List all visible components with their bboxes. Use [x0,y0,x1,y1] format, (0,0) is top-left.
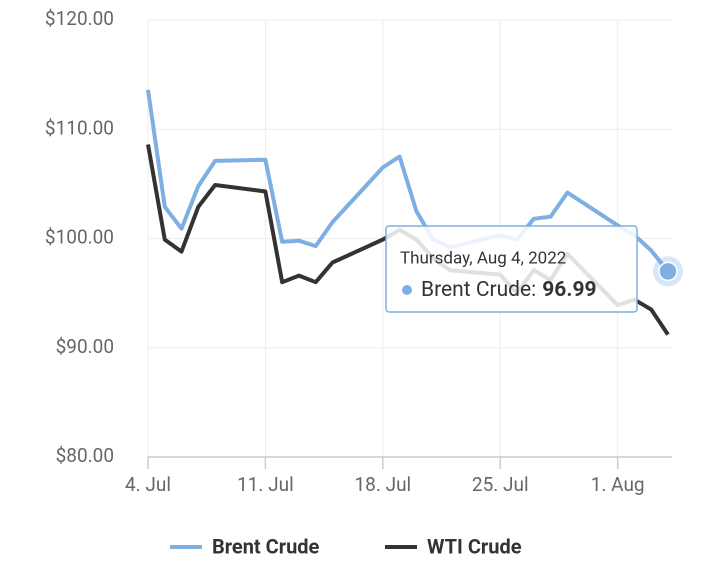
tooltip-date: Thursday, Aug 4, 2022 [400,248,566,268]
tooltip-series: Brent Crude: [421,278,536,302]
tooltip-box [385,225,638,313]
tooltip-dot [402,285,412,295]
hover-point [658,261,678,282]
y-tick-label: $80.00 [56,444,114,467]
y-tick-label: $110.00 [45,116,114,139]
tooltip-number: 96.99 [542,278,596,302]
series-line [146,89,670,273]
y-tick-label: $100.00 [45,226,114,249]
axes: $80.00 $90.00 $100.00 $110.00 $120.00 4. Jul 1… [45,7,672,496]
legend: Brent Crude WTI Crude [170,534,522,558]
x-tick-label: 18. Jul [355,473,412,496]
x-tick-label: 1. Aug [591,473,645,496]
x-tick-label: 4. Jul [125,473,171,496]
legend-label[interactable]: Brent Crude [212,534,320,558]
tooltip-value: Brent Crude: 96.99 [421,278,597,302]
y-tick-label: $90.00 [56,335,114,358]
x-tick-label: 25. Jul [472,473,529,496]
tooltip: Thursday, Aug 4, 2022 Brent Crude: 96.99 [385,225,683,313]
y-tick-label: $120.00 [45,7,114,30]
x-tick-label: 11. Jul [237,473,294,496]
legend-label[interactable]: WTI Crude [427,534,522,558]
